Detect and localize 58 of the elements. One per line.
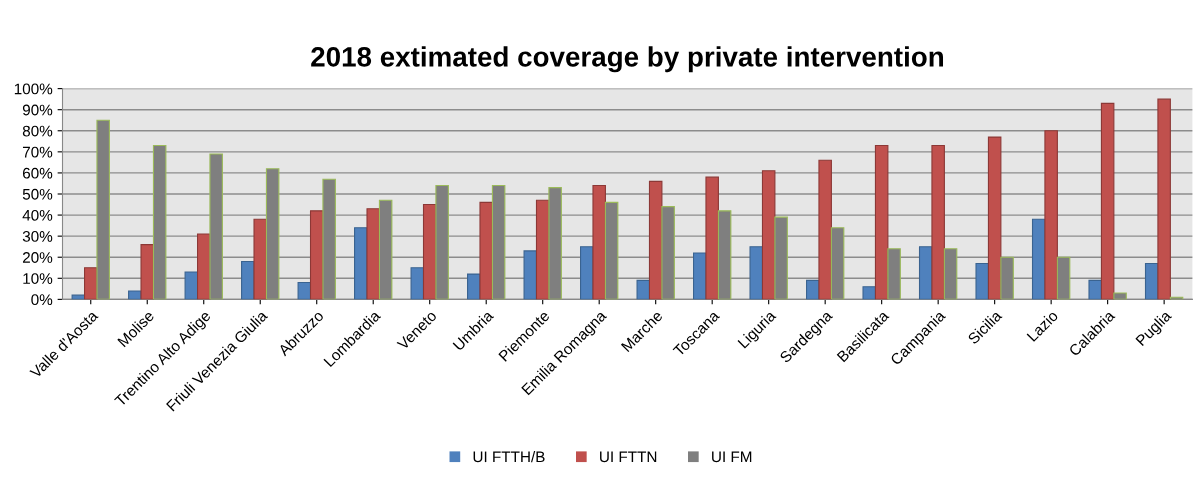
y-tick-label: 60% <box>22 167 53 179</box>
bar <box>140 244 155 300</box>
y-tick-label: 30% <box>22 231 53 242</box>
bar <box>774 216 788 300</box>
bar <box>523 250 538 300</box>
y-tick-label: 0% <box>31 294 53 306</box>
bar <box>661 206 675 300</box>
y-tick-label: 90% <box>22 104 53 116</box>
bar <box>717 210 732 300</box>
legend-label: UI FM <box>712 451 752 463</box>
bar <box>479 201 493 300</box>
bar <box>209 153 223 300</box>
y-tick-label: 80% <box>22 125 53 137</box>
y-tick-label: 40% <box>22 209 53 221</box>
bar <box>887 248 901 300</box>
legend-label: UI FTTN <box>600 451 657 463</box>
bar <box>943 248 958 300</box>
bar <box>1088 279 1102 300</box>
bar <box>435 185 449 300</box>
bar <box>830 227 845 300</box>
bar <box>1113 292 1127 300</box>
bar <box>366 208 380 300</box>
bar <box>548 187 562 300</box>
bar <box>297 281 312 300</box>
bar <box>749 246 764 300</box>
bar <box>96 119 110 300</box>
y-tick-label: 10% <box>23 273 53 284</box>
bar <box>322 178 336 300</box>
bar <box>705 176 719 300</box>
bar <box>975 262 989 300</box>
chart-title: 2018 extimated coverage by private intervention <box>311 46 944 73</box>
bar <box>265 168 280 300</box>
bar <box>987 136 1002 300</box>
bar <box>378 199 393 300</box>
bar <box>1157 98 1171 300</box>
bar <box>862 286 877 300</box>
y-tick-label: 70% <box>22 146 53 158</box>
bar <box>874 144 889 300</box>
bar <box>184 271 199 300</box>
bar <box>1056 256 1071 300</box>
bar <box>152 144 167 300</box>
bar <box>636 279 651 300</box>
y-tick-label: 20% <box>22 252 53 263</box>
bar <box>491 185 506 300</box>
y-tick-label: 100% <box>14 83 53 95</box>
legend-label: UI FTTH/B <box>473 451 545 463</box>
bar <box>604 201 619 300</box>
bar <box>648 180 663 300</box>
bar <box>1100 102 1115 300</box>
bar <box>410 267 425 300</box>
bar <box>931 144 945 300</box>
bar <box>818 159 832 300</box>
bar <box>1044 130 1058 300</box>
bar <box>761 170 776 300</box>
bar <box>253 218 268 300</box>
y-tick-label: 50% <box>22 188 53 200</box>
bar <box>592 185 606 300</box>
bar <box>1000 256 1014 300</box>
